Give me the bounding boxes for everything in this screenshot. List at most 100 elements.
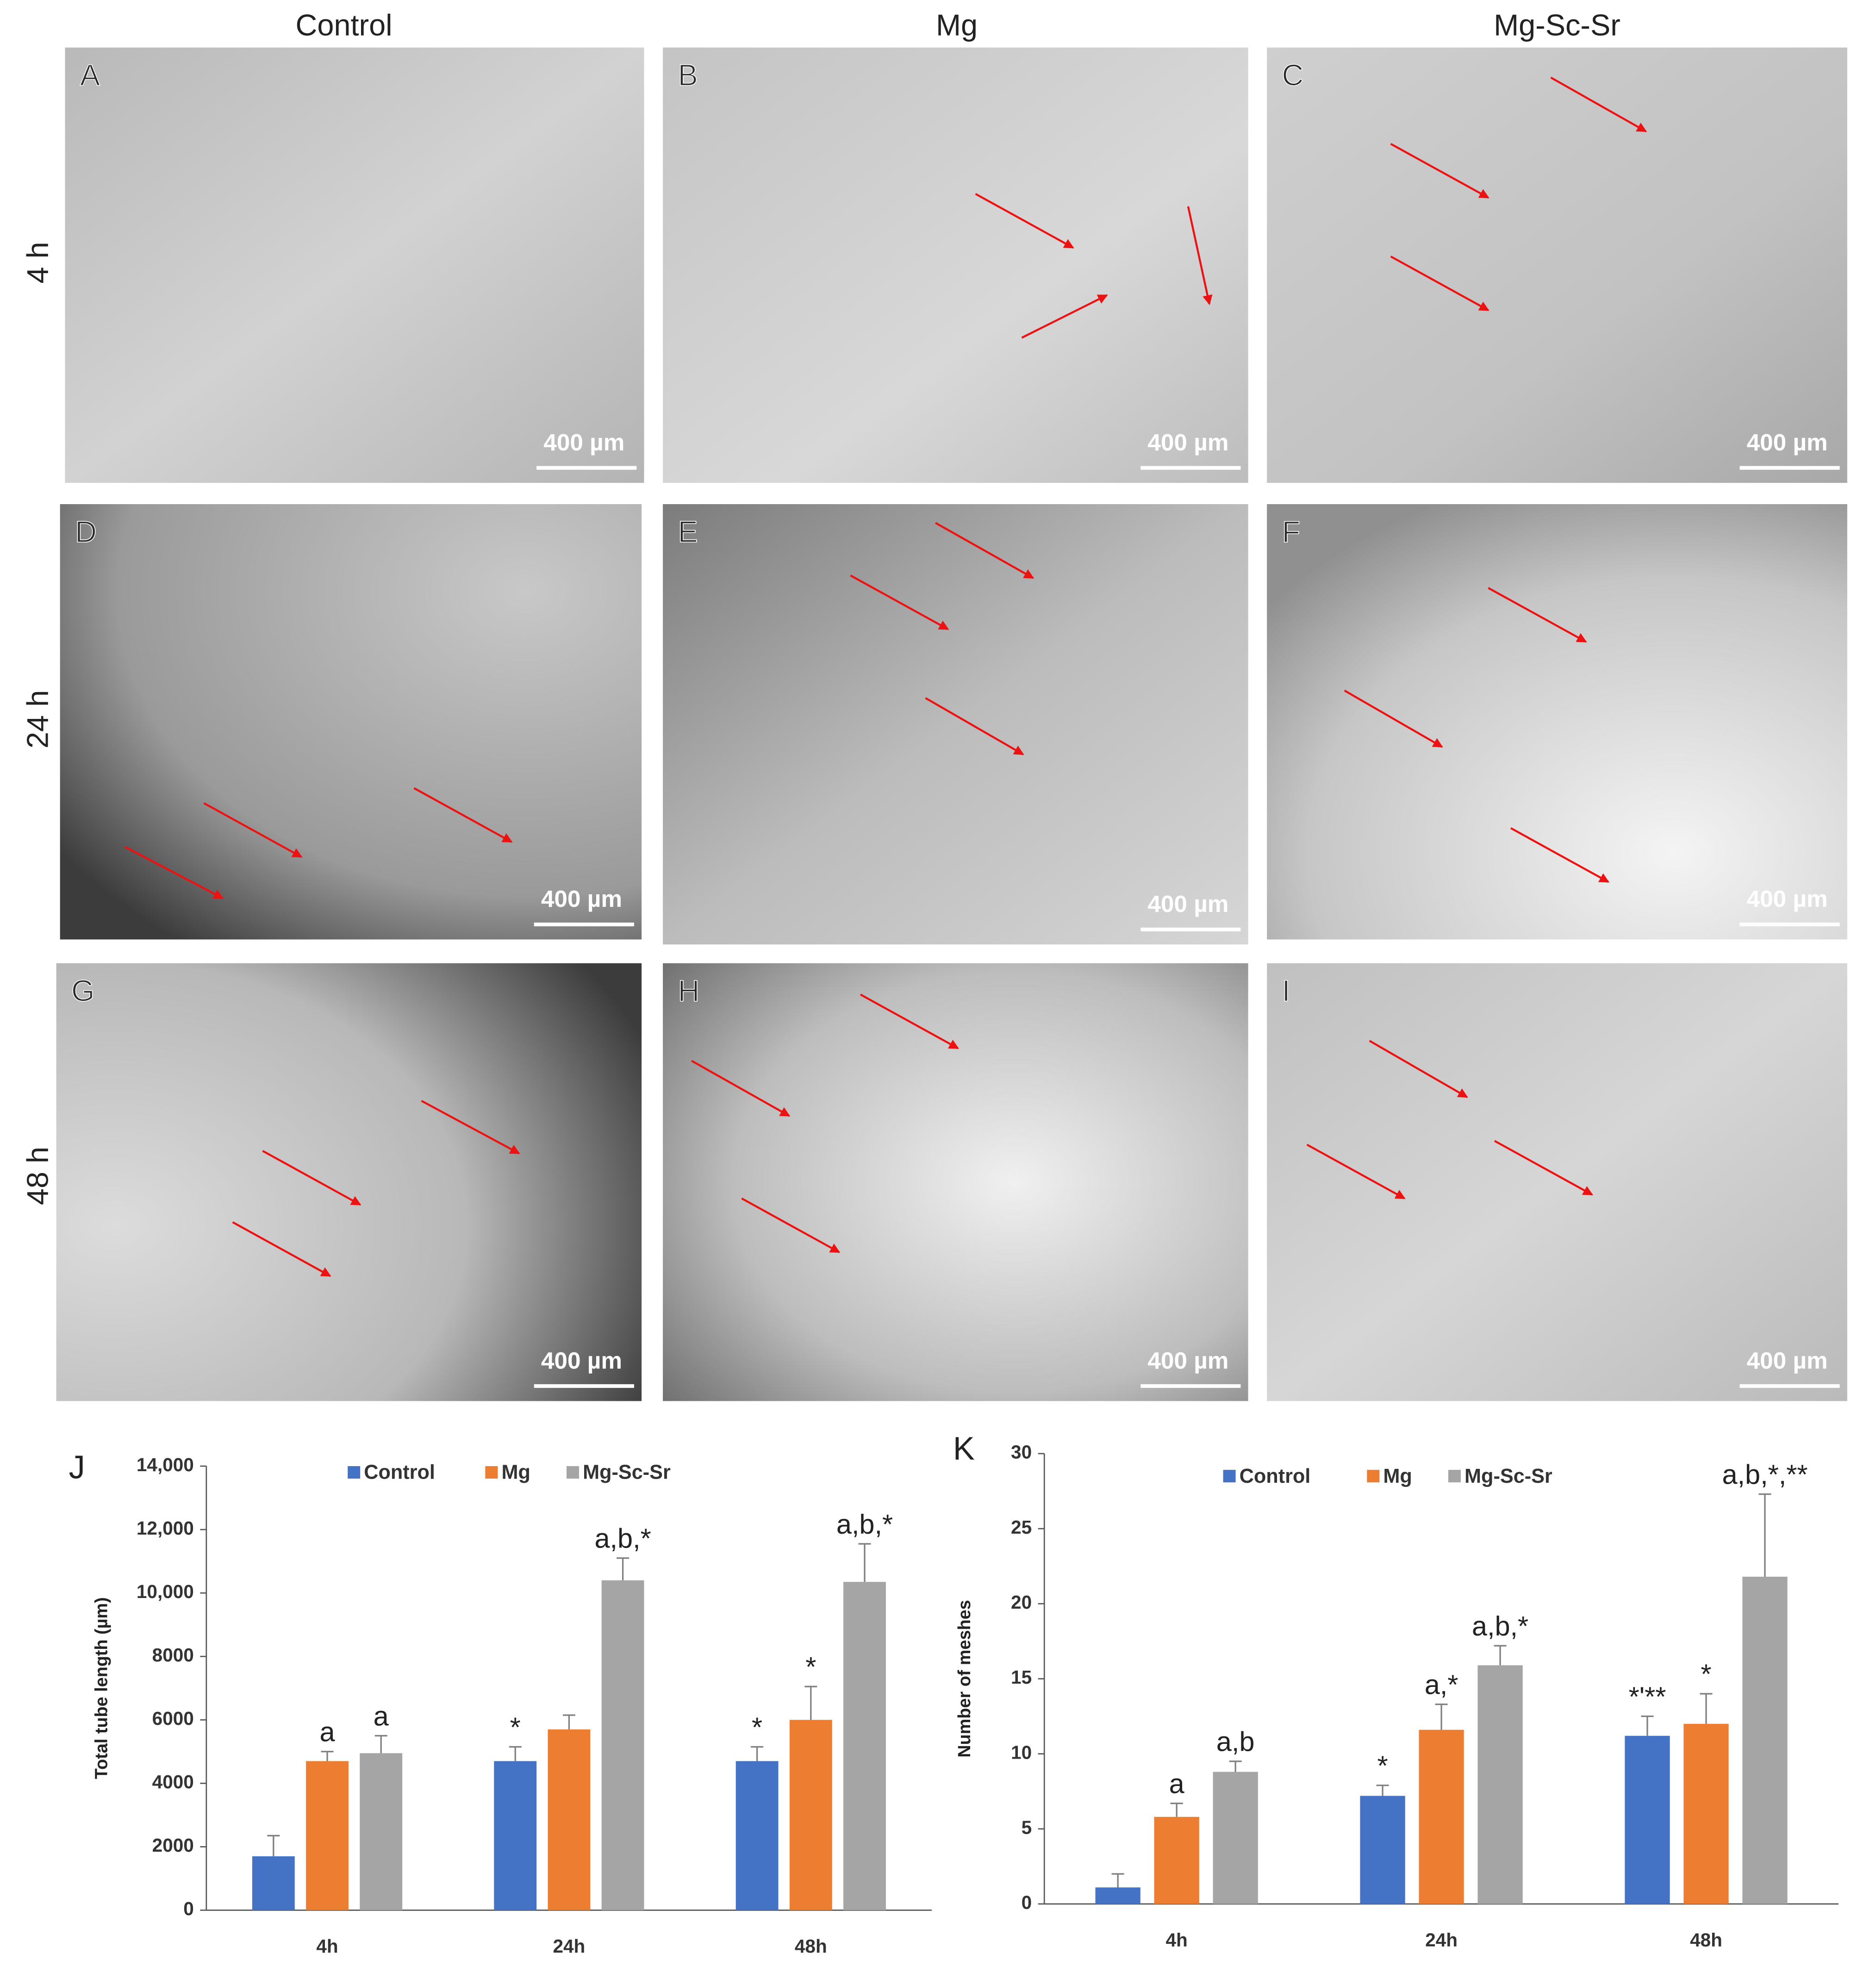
error-bar <box>321 1751 334 1761</box>
y-tick-label: 4000 <box>152 1771 194 1792</box>
bar <box>306 1761 349 1910</box>
significance-label: a,b,*,** <box>1722 1459 1807 1490</box>
y-axis-label: Number of meshes <box>955 1600 974 1757</box>
red-arrow <box>203 802 303 858</box>
y-tick-label: 25 <box>1011 1517 1032 1538</box>
micrograph <box>60 504 642 940</box>
legend-swatch <box>348 1466 361 1479</box>
red-arrow <box>413 787 513 843</box>
y-tick-label: 20 <box>1011 1592 1032 1613</box>
bar <box>735 1761 779 1910</box>
row-label: 48 h <box>21 1147 55 1205</box>
bar <box>1742 1576 1788 1904</box>
y-tick-label: 12,000 <box>137 1517 194 1539</box>
legend-label: Mg-Sc-Sr <box>583 1461 671 1484</box>
significance-label: a,b,* <box>836 1509 893 1540</box>
error-bar <box>1758 1493 1771 1577</box>
error-bar <box>804 1686 817 1720</box>
red-arrow <box>935 522 1035 579</box>
bar <box>252 1856 295 1910</box>
scale-bar-label: 400 µm <box>1147 891 1228 917</box>
legend-swatch <box>1367 1470 1380 1483</box>
bar <box>1625 1736 1670 1904</box>
panel-label: J <box>69 1449 85 1486</box>
red-arrow <box>925 697 1024 755</box>
y-tick-label: 5 <box>1022 1817 1032 1838</box>
legend-swatch <box>567 1466 580 1479</box>
error-bar <box>617 1557 629 1580</box>
column-header: Mg-Sc-Sr <box>1494 8 1620 42</box>
y-tick-label: 14,000 <box>137 1454 194 1475</box>
micrograph <box>1267 47 1847 483</box>
panel-label: G <box>71 974 94 1008</box>
micrograph <box>663 504 1248 945</box>
y-tick-label: 15 <box>1011 1667 1032 1688</box>
bar <box>360 1753 403 1910</box>
panel-label: H <box>678 974 699 1008</box>
x-tick-label: 48h <box>1690 1929 1722 1951</box>
column-header: Mg <box>936 8 978 42</box>
legend-label: Control <box>1240 1465 1311 1487</box>
bar <box>601 1580 644 1910</box>
bar <box>1213 1772 1258 1904</box>
red-arrow <box>691 1060 791 1117</box>
error-bar <box>1111 1873 1124 1888</box>
error-bar <box>1641 1715 1654 1736</box>
red-arrow <box>1550 76 1647 132</box>
y-axis-label: Total tube length (µm) <box>92 1597 112 1779</box>
red-arrow <box>860 993 960 1049</box>
bar <box>494 1761 537 1910</box>
significance-label: a <box>319 1717 335 1748</box>
bar <box>1095 1887 1141 1904</box>
significance-label: * <box>1377 1750 1388 1781</box>
red-arrow <box>1187 206 1213 306</box>
error-bar <box>1229 1760 1242 1772</box>
x-tick-label: 4h <box>316 1935 338 1957</box>
error-bar <box>509 1746 522 1761</box>
bar <box>1154 1817 1199 1904</box>
significance-label: * <box>805 1651 816 1682</box>
x-tick-label: 24h <box>1425 1929 1458 1951</box>
panel-label: I <box>1282 974 1290 1008</box>
panel-label: D <box>75 515 97 549</box>
red-arrow <box>975 193 1074 249</box>
panel-label: C <box>1282 58 1304 92</box>
red-arrow <box>1021 294 1108 339</box>
scale-bar-label: 400 µm <box>541 886 622 912</box>
bar <box>789 1720 832 1910</box>
significance-label: * <box>1701 1659 1711 1690</box>
scale-bar-label: 400 µm <box>541 1347 622 1373</box>
x-tick-label: 4h <box>1165 1929 1187 1951</box>
error-bar <box>562 1714 575 1729</box>
significance-label: a,b,* <box>1472 1611 1528 1642</box>
red-arrow <box>1488 587 1587 643</box>
red-arrow <box>850 574 949 631</box>
micrograph <box>1267 504 1847 940</box>
significance-label: a,b,* <box>594 1523 651 1554</box>
column-header: Control <box>296 8 393 42</box>
bar <box>548 1729 591 1910</box>
legend-label: Control <box>364 1461 435 1484</box>
bar <box>843 1582 886 1910</box>
error-bar <box>1170 1802 1183 1817</box>
scale-bar-label: 400 µm <box>1747 886 1828 912</box>
red-arrow <box>262 1150 361 1206</box>
red-arrow <box>1510 827 1610 883</box>
error-bar <box>1435 1703 1448 1730</box>
red-arrow <box>1390 256 1490 312</box>
red-arrow <box>125 846 224 899</box>
error-bar <box>267 1835 280 1856</box>
significance-label: *'** <box>1629 1681 1666 1712</box>
red-arrow <box>1306 1143 1406 1199</box>
bar <box>1683 1723 1729 1904</box>
significance-label: a <box>374 1700 389 1731</box>
y-tick-label: 6000 <box>152 1708 194 1729</box>
error-bar <box>858 1543 871 1582</box>
panel-label: F <box>1282 515 1301 549</box>
panel-label: B <box>678 58 698 92</box>
significance-label: a,* <box>1425 1669 1458 1700</box>
row-label: 24 h <box>21 690 55 749</box>
y-tick-label: 2000 <box>152 1835 194 1856</box>
red-arrow <box>421 1100 520 1155</box>
